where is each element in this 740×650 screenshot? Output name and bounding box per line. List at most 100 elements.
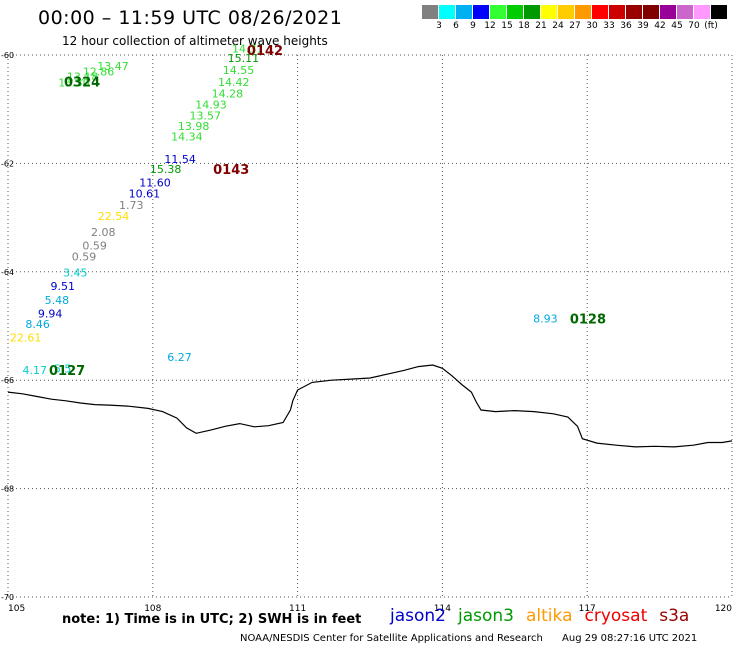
wave-height-label: 8.46 <box>25 318 50 331</box>
wave-height-label: 5.5 <box>54 363 72 376</box>
wave-height-label: 14.42 <box>218 76 250 89</box>
lon-tick-label: 105 <box>8 604 25 614</box>
legend-item-s3a: s3a <box>659 606 690 626</box>
colorbar-swatch <box>558 5 575 19</box>
wave-height-label: 14.34 <box>171 131 203 144</box>
pass-time-label: 0143 <box>213 163 249 178</box>
colorbar-label: 45 <box>671 21 683 31</box>
lat-tick-label: -70 <box>1 593 14 602</box>
colorbar-swatch <box>524 5 541 19</box>
footer: NOAA/NESDIS Center for Satellite Applica… <box>240 633 713 644</box>
wave-height-label: 0.59 <box>82 240 107 253</box>
colorbar-label: 24 <box>552 21 564 31</box>
wave-height-label: 11.60 <box>139 177 171 190</box>
wave-height-label: 12.86 <box>83 66 115 79</box>
wave-height-label: 6.27 <box>167 351 192 364</box>
colorbar-label: 6 <box>453 21 459 31</box>
pass-time-label: 0128 <box>570 312 606 327</box>
colorbar-swatch <box>677 5 694 19</box>
pass-time-label: 0142 <box>247 44 283 59</box>
colorbar-swatch <box>575 5 592 19</box>
wave-height-label: 14.28 <box>212 87 244 100</box>
colorbar-label: 15 <box>501 21 513 31</box>
colorbar-label: 12 <box>484 21 496 31</box>
colorbar-swatch <box>490 5 507 19</box>
colorbar-swatch <box>694 5 711 19</box>
wave-height-label: 2.08 <box>91 226 116 239</box>
lon-tick-label: 120 <box>715 604 732 614</box>
colorbar-label: 18 <box>518 21 530 31</box>
colorbar-label: 42 <box>654 21 666 31</box>
wave-height-label: 4.17 <box>22 364 47 377</box>
colorbar-label: 33 <box>603 21 615 31</box>
legend-item-jason3: jason3 <box>458 606 514 626</box>
lon-tick-label: 114 <box>434 604 451 614</box>
wave-height-label: 8.93 <box>533 313 558 326</box>
wave-height-label: 15.38 <box>150 163 182 176</box>
lat-tick-label: -60 <box>1 51 14 60</box>
wave-height-label: 1.73 <box>119 199 144 212</box>
lon-tick-label: 108 <box>144 604 161 614</box>
satellite-legend: jason2 jason3 altika cryosat s3a <box>390 606 701 626</box>
coastline <box>7 364 733 448</box>
wave-height-label: 14.31 <box>232 42 264 55</box>
lon-tick-label: 111 <box>289 604 306 614</box>
colorbar-swatch <box>609 5 626 19</box>
lon-tick-label: 117 <box>579 604 596 614</box>
colorbar <box>422 5 728 19</box>
wave-height-label: 13.47 <box>97 60 129 73</box>
colorbar-swatch <box>439 5 456 19</box>
wave-height-label: 13.30 <box>58 76 90 89</box>
legend-item-jason2: jason2 <box>390 606 446 626</box>
colorbar-label: 3 <box>436 21 442 31</box>
wave-height-label: 0.59 <box>72 250 97 263</box>
colorbar-swatch <box>541 5 558 19</box>
colorbar-swatch <box>422 5 439 19</box>
colorbar-swatch <box>507 5 524 19</box>
page-subtitle: 12 hour collection of altimeter wave hei… <box>62 34 328 48</box>
colorbar-label: (ft) <box>704 21 718 31</box>
lat-tick-label: -68 <box>1 485 14 494</box>
colorbar-label: 30 <box>586 21 598 31</box>
wave-height-label: 11.54 <box>164 153 196 166</box>
wave-height-label: 9.94 <box>38 307 63 320</box>
wave-height-label: 13.98 <box>178 120 210 133</box>
colorbar-label: 39 <box>637 21 649 31</box>
wave-height-label: 22.54 <box>98 210 130 223</box>
wave-height-label: 10.61 <box>129 188 161 201</box>
colorbar-swatch <box>456 5 473 19</box>
pass-time-label: 0127 <box>49 364 85 379</box>
wave-height-label: 14.55 <box>223 64 255 77</box>
page-title: 00:00 – 11:59 UTC 08/26/2021 <box>38 7 343 29</box>
lat-tick-label: -64 <box>1 268 14 277</box>
legend-item-cryosat: cryosat <box>584 606 648 626</box>
grid-lines <box>7 54 733 598</box>
colorbar-label: 70 <box>688 21 700 31</box>
wave-height-label: 5.48 <box>45 294 69 307</box>
lat-tick-label: -62 <box>1 159 14 168</box>
colorbar-label: 36 <box>620 21 632 31</box>
legend-item-altika: altika <box>526 606 573 626</box>
colorbar-swatch <box>626 5 643 19</box>
colorbar-swatch <box>711 5 728 19</box>
wave-height-label: 13.18 <box>67 70 99 83</box>
colorbar-label: 27 <box>569 21 581 31</box>
axis-tick-labels: 105 108 111 114 117 120 -60 -62 -64 -66 -68 -70 <box>1 51 732 614</box>
colorbar-swatch <box>660 5 677 19</box>
footer-timestamp: Aug 29 08:27:16 UTC 2021 <box>562 633 698 644</box>
colorbar-swatch <box>473 5 490 19</box>
footer-credit: NOAA/NESDIS Center for Satellite Applica… <box>240 633 543 644</box>
note-text: note: 1) Time is in UTC; 2) SWH is in fe… <box>62 612 362 627</box>
pass-time-label: 0324 <box>64 75 100 90</box>
wave-height-label: 3.45 <box>63 267 88 280</box>
wave-height-label: 13.57 <box>189 109 221 122</box>
colorbar-swatch <box>643 5 660 19</box>
colorbar-label: 21 <box>535 21 547 31</box>
lat-tick-label: -66 <box>1 376 14 385</box>
wave-height-label: 15.11 <box>228 52 260 65</box>
wave-height-label: 22.61 <box>10 332 42 345</box>
wave-height-label: 14.93 <box>195 99 227 112</box>
colorbar-label: 9 <box>470 21 476 31</box>
